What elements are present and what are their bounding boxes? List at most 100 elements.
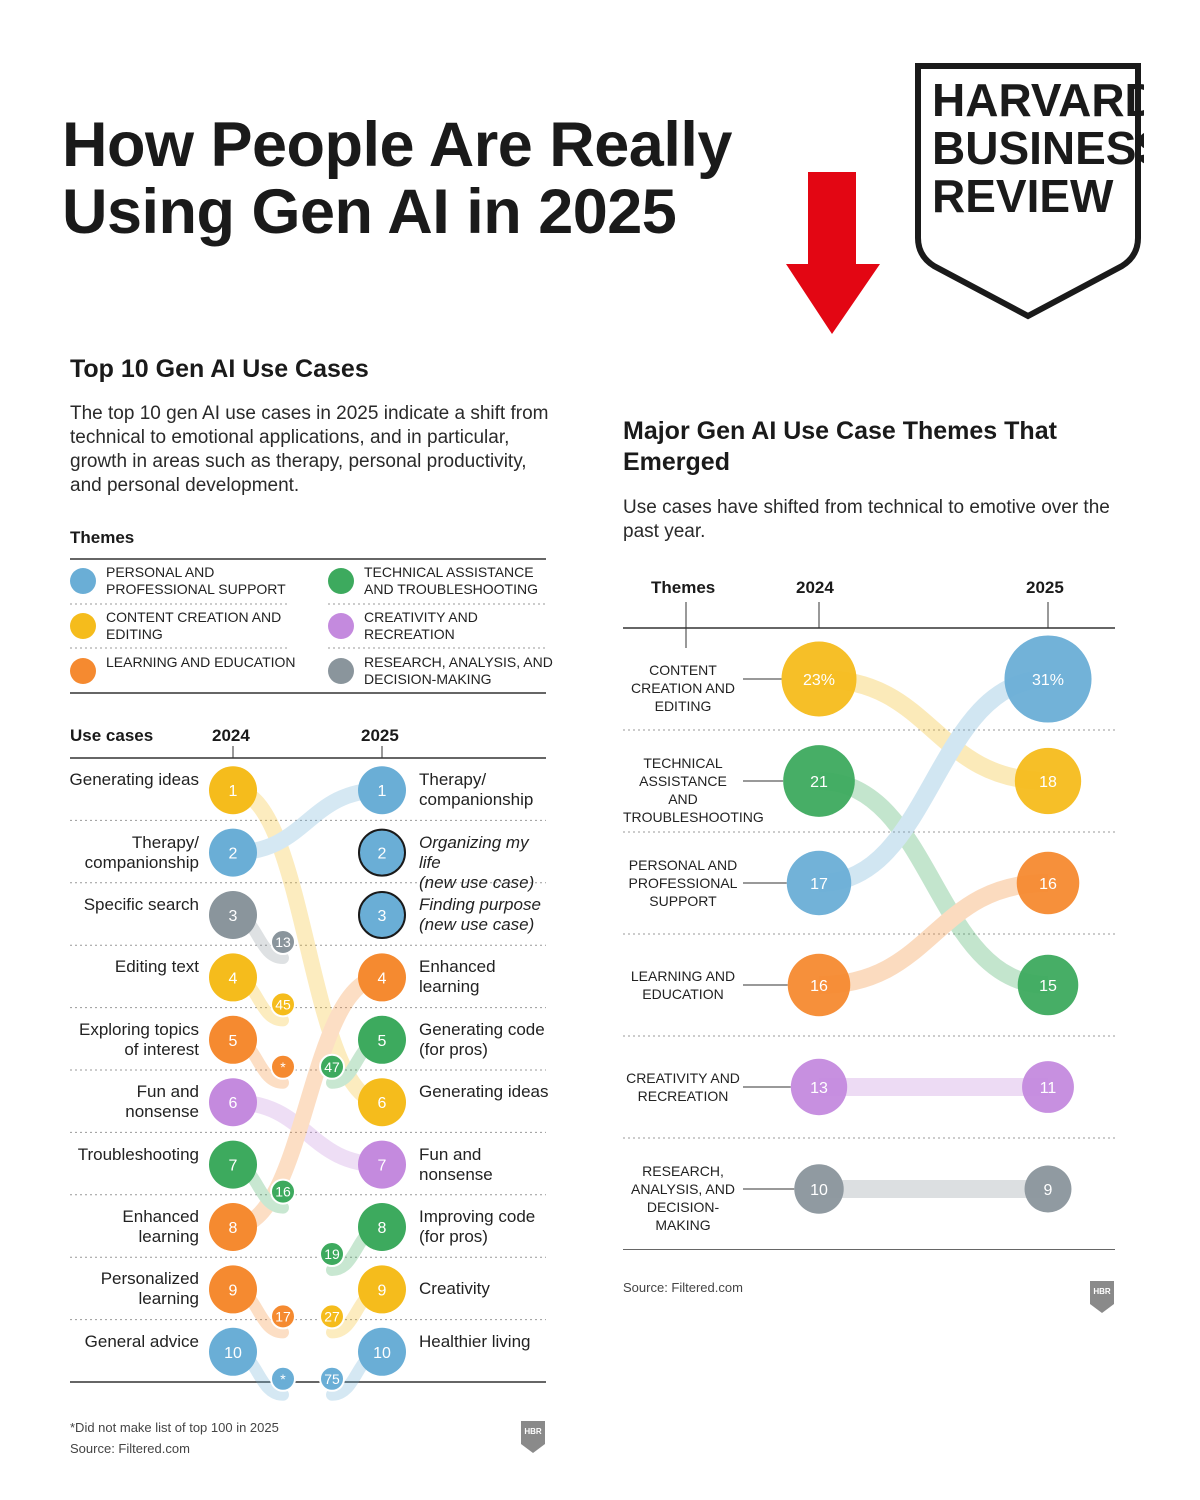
themes-svg: 23% 21 17 16 13 10 18 15 31% 16 11 9 [623,602,1115,1250]
svg-text:HBR: HBR [1093,1287,1111,1296]
rank-2024-circle [209,1203,257,1251]
logo-line-2: BUSINESS [932,122,1144,174]
theme-2024-bubble: 17 [786,850,852,916]
dropout-dot [270,991,296,1018]
entry-marker: 19 [319,1241,345,1267]
theme-row-label: Research, analysis, and decision-making [623,1162,743,1234]
bubble-2024 [786,850,852,916]
rank-2025-marker: 6 [358,1078,406,1127]
technical-dot-icon [328,568,354,594]
rank-2025-marker: 3 [358,891,406,939]
dropout-marker: 45 [270,991,296,1018]
value-2025: 31% [1032,672,1064,689]
use-case-2025-label: Organizing my life (new use case) [419,832,535,892]
rank-2025-number: 10 [373,1345,391,1362]
legend-item-research: Research, analysis, and decision-making [328,650,558,694]
rank-2025-circle [358,1078,406,1127]
rank-2025-marker: 10 [358,1327,406,1376]
entry-rank: 75 [324,1371,340,1387]
rank-2025-number: 2 [378,846,387,863]
theme-2024-bubble: 13 [790,1058,848,1116]
use-case-2024-label: Therapy/ companionship [84,832,199,872]
legend-item-personal: Personal and professional support [70,560,300,604]
svg-text:HBR: HBR [524,1427,542,1436]
use-case-2025-label: Therapy/ companionship [419,770,534,810]
rank-2024-number: 7 [229,1158,238,1175]
rank-2024-marker: 1 [209,766,257,815]
theme-2025-bubble: 18 [1014,747,1082,815]
use-case-2024-label: Exploring topics of interest [78,1019,199,1059]
theme-row-label: Personal and professional support [623,856,743,910]
use-case-2025-label: Creativity [419,1279,490,1299]
right-source: Source: Filtered.com [623,1280,743,1295]
rank-2025-number: 7 [378,1158,387,1175]
entry-marker: 47 [319,1053,345,1080]
entry-rank: 47 [324,1059,340,1075]
rank-2025-circle [358,1327,406,1376]
title-line-1: How People Are Really [62,110,732,180]
rank-2025-circle [358,1015,406,1064]
bubble-2025 [1017,954,1079,1016]
rank-2024-number: 2 [229,846,238,863]
dropout-dot [270,1365,296,1392]
rank-2024-number: 6 [229,1095,238,1112]
year-2025-label: 2025 [361,726,399,745]
rank-2025-number: 9 [378,1282,387,1299]
right-year-2025-label: 2025 [1026,578,1064,597]
legend-label: Technical assistance and troubleshooting [364,564,538,597]
bubble-2024 [783,745,855,817]
rank-2025-number: 5 [378,1033,387,1050]
theme-row-label: Creativity and recreation [623,1069,743,1105]
dropout-dot [270,1303,296,1330]
use-case-2025-label: Finding purpose (new use case) [419,895,541,934]
bubble-2024 [781,641,857,717]
bubble-2024 [790,1058,848,1116]
use-case-2024-label: Troubleshooting [77,1144,199,1164]
entry-marker: 27 [319,1303,345,1330]
right-themes-heading: Themes [651,578,716,597]
use-case-2024-label: Enhanced learning [122,1207,199,1246]
themes-chart: Themes 2024 2025 23% 21 17 16 13 10 18 15 31% 16 1… [623,570,1115,1250]
use-case-2025-label: Fun and nonsense [419,1144,493,1184]
rank-2025-marker: 8 [358,1203,406,1251]
dropout-marker: 13 [270,929,296,955]
personal-dot-icon [70,568,96,594]
dropout-dot [270,1178,296,1205]
theme-row-label: Technical assistance and troubleshooting [623,754,764,826]
bubble-2025 [1004,635,1092,723]
rank-2025-circle [358,953,406,1002]
legend-label: Creativity and recreation [364,609,478,642]
use-case-2024-label: Generating ideas [69,770,199,790]
entry-marker: 75 [319,1365,345,1392]
value-2025: 11 [1040,1080,1057,1097]
bubble-2024 [794,1164,844,1214]
rank-2024-marker: 3 [209,891,257,939]
use-case-2025-label: Improving code (for pros) [419,1207,536,1246]
entry-rank: 27 [324,1308,340,1324]
rank-ribbon [225,782,390,1111]
theme-2025-bubble: 15 [1017,954,1079,1016]
value-2025: 15 [1039,978,1057,995]
value-2025: 16 [1039,876,1057,893]
rank-2024-circle [209,1327,257,1376]
content-dot-icon [70,613,96,639]
legend-label: Learning and education [106,654,296,670]
theme-2025-bubble: 11 [1022,1061,1074,1113]
rank-2025-number: 3 [378,908,387,925]
dropout-marker: * [270,1053,296,1080]
dropout-dot [270,1053,296,1080]
bubble-2025 [1014,747,1082,815]
right-heading: Major Gen AI Use Case Themes That Emerge… [623,417,1057,476]
rank-2025-marker: 7 [358,1140,406,1189]
logo-line-1: HARVARD [932,74,1144,126]
left-source: Source: Filtered.com [70,1441,190,1456]
theme-row-label: Content creation and editing [623,661,743,715]
dropout-rank: 16 [275,1184,291,1200]
legend-item-content: Content creation and editing [70,605,300,649]
hbr-logo: HARVARD BUSINESS REVIEW [912,60,1167,320]
rank-2025-circle [358,1140,406,1189]
rank-2025-marker: 4 [358,953,406,1002]
right-intro: Use cases have shifted from technical to… [623,497,1110,542]
value-2025: 18 [1039,774,1057,791]
